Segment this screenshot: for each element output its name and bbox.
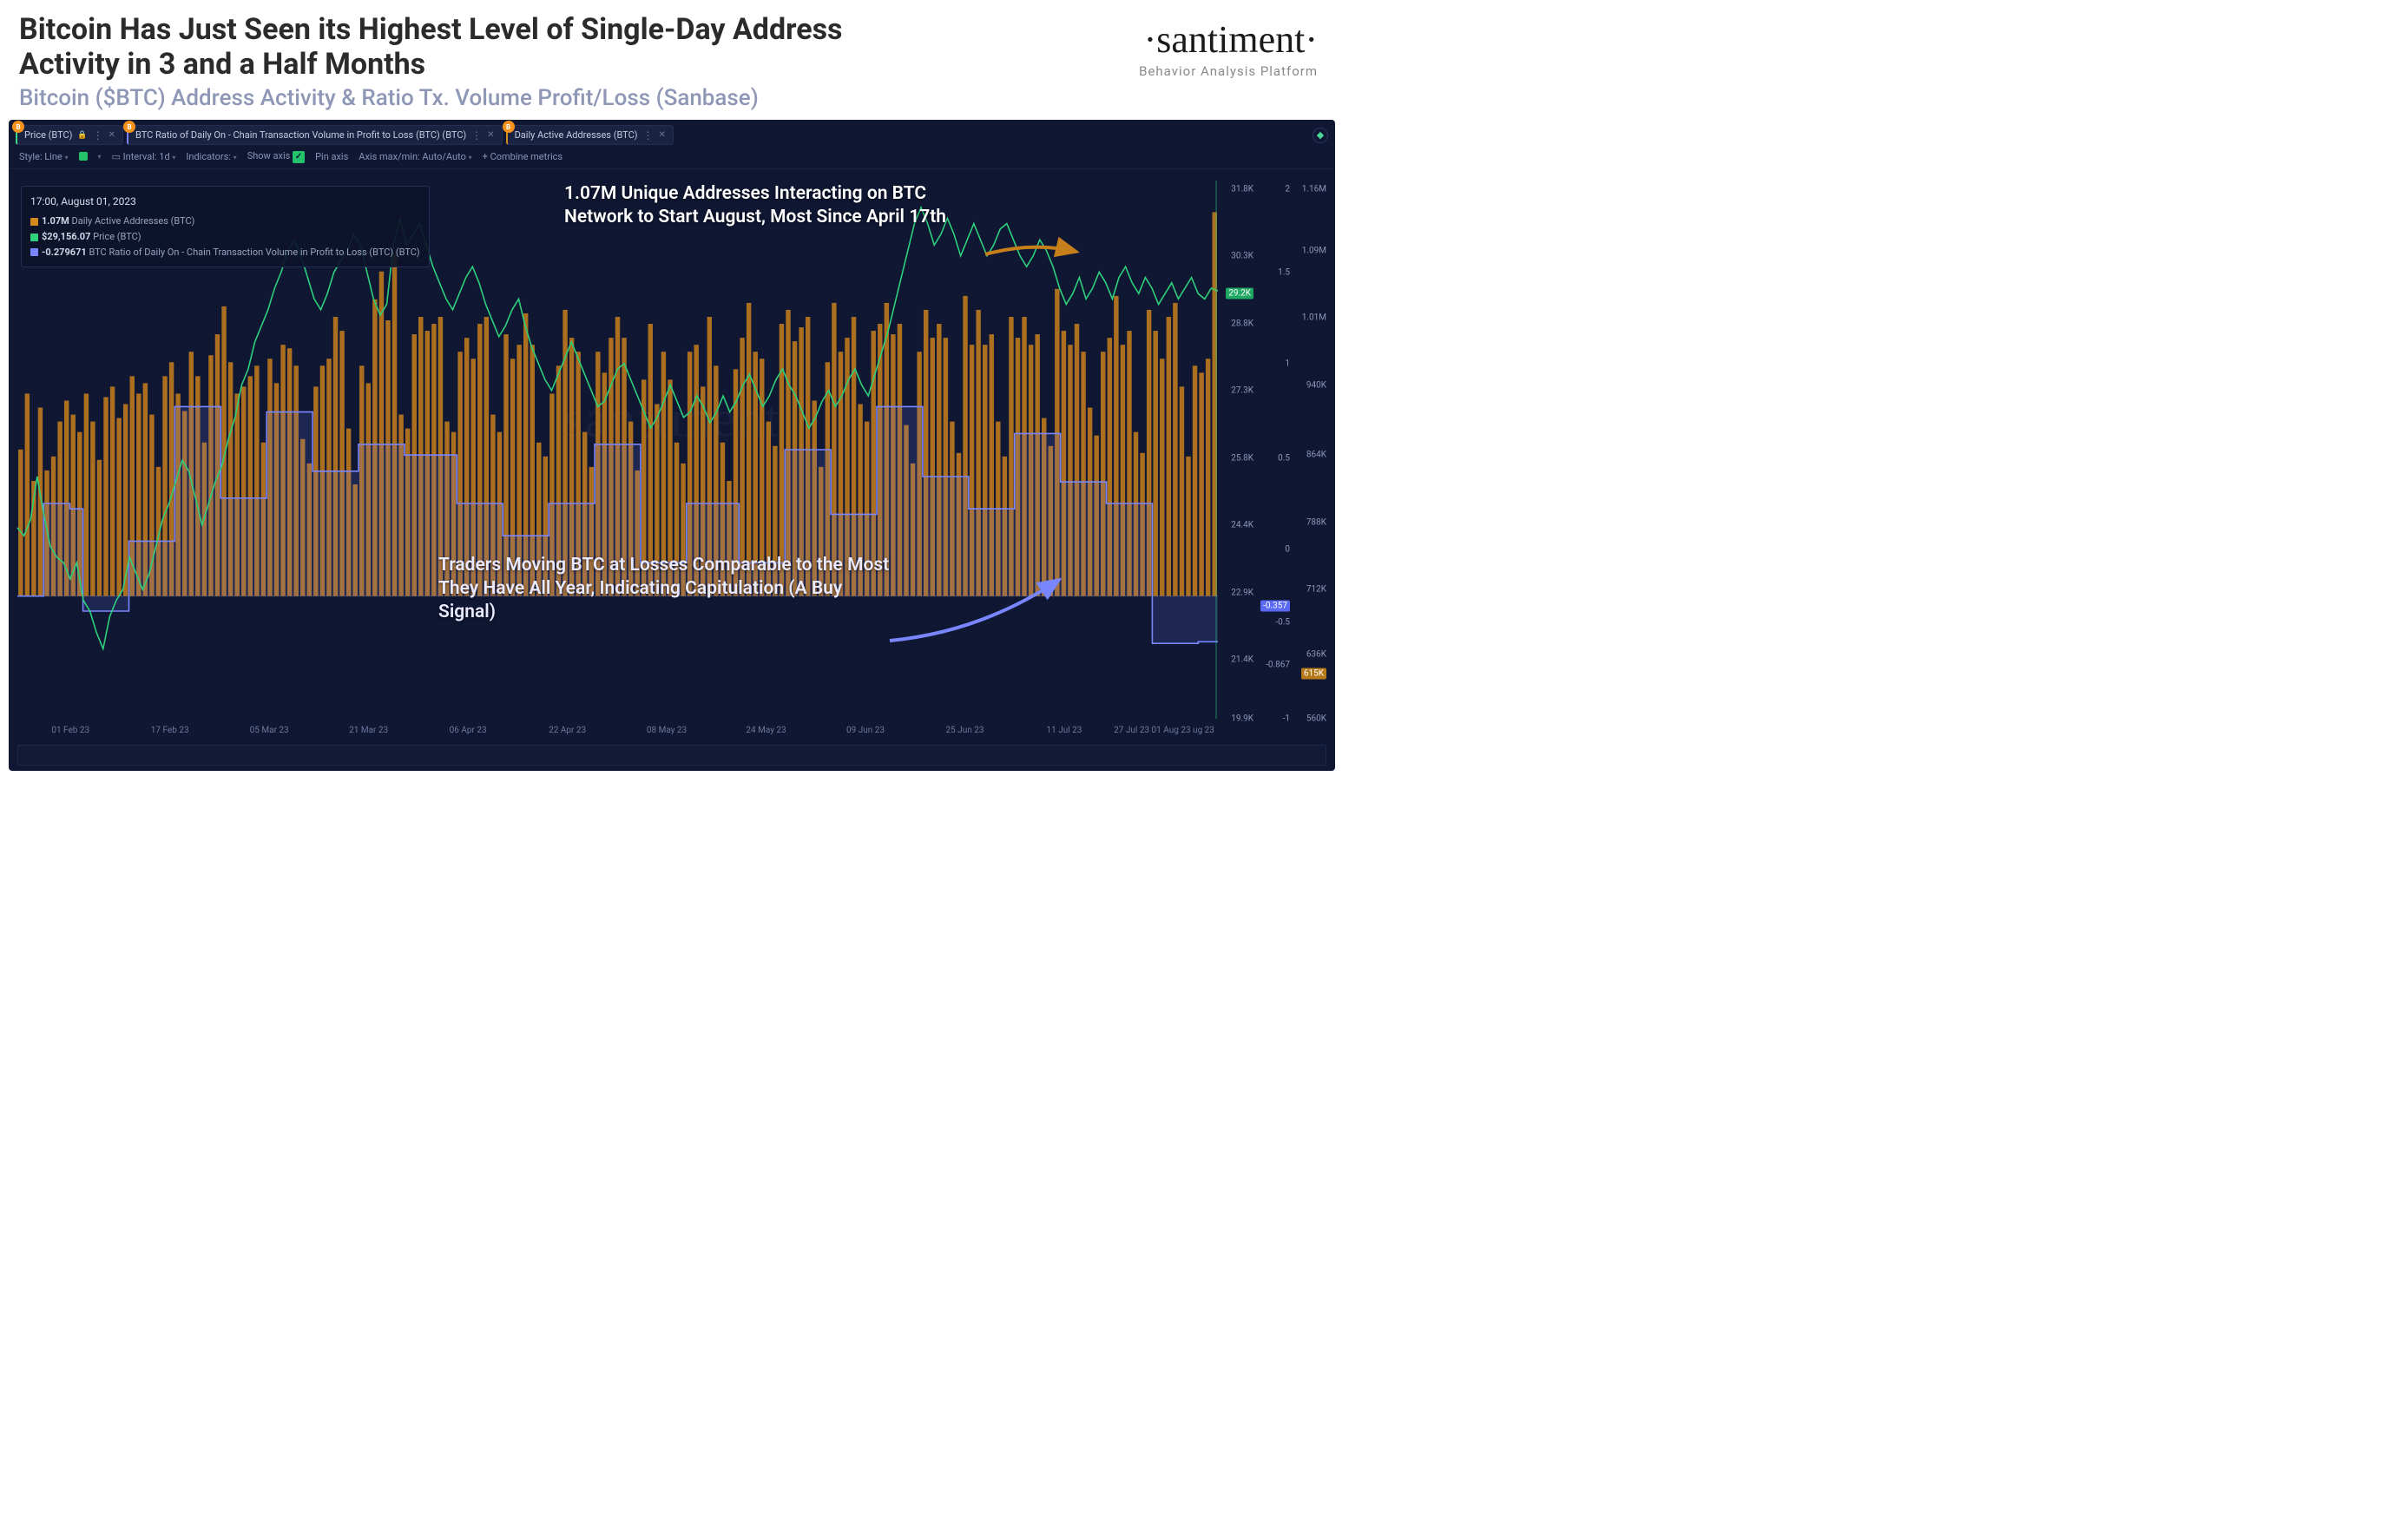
- more-icon[interactable]: ⋮: [471, 133, 482, 138]
- close-icon[interactable]: ✕: [109, 130, 115, 140]
- bitcoin-badge-icon: B: [123, 121, 135, 133]
- page-title: Bitcoin Has Just Seen its Highest Level …: [19, 12, 887, 82]
- close-icon[interactable]: ✕: [487, 130, 494, 140]
- swatch-icon: [30, 218, 38, 226]
- tooltip-timestamp: 17:00, August 01, 2023: [30, 194, 420, 210]
- tab-price-label: Price (BTC): [24, 129, 72, 141]
- annotation-bottom: Traders Moving BTC at Losses Comparable …: [438, 554, 890, 624]
- show-axis-toggle[interactable]: Show axis ✓: [247, 150, 305, 163]
- bitcoin-badge-icon: B: [12, 121, 24, 133]
- tab-price[interactable]: B Price (BTC) 🔒 ⋮ ✕: [16, 125, 123, 145]
- brand-tagline: Behavior Analysis Platform: [1139, 63, 1318, 79]
- interval-selector[interactable]: ▭ Interval: 1d ▾: [112, 151, 176, 162]
- swatch-icon: [30, 248, 38, 256]
- axis-minmax-selector[interactable]: Axis max/min: Auto/Auto ▾: [359, 151, 471, 162]
- chart-panel: B Price (BTC) 🔒 ⋮ ✕ B BTC Ratio of Daily…: [9, 120, 1335, 771]
- tab-ratio-label: BTC Ratio of Daily On - Chain Transactio…: [135, 129, 466, 141]
- more-icon[interactable]: ⋮: [93, 133, 103, 138]
- metric-tabs: B Price (BTC) 🔒 ⋮ ✕ B BTC Ratio of Daily…: [9, 120, 1335, 145]
- indicators-selector[interactable]: Indicators: ▾: [186, 151, 236, 162]
- brand-logo-text: ·santiment·: [1139, 17, 1318, 62]
- x-axis: 01 Feb 2317 Feb 2305 Mar 2321 Mar 2306 A…: [17, 726, 1218, 743]
- mini-timeline[interactable]: [17, 745, 1326, 766]
- hover-tooltip: 17:00, August 01, 2023 1.07M Daily Activ…: [21, 186, 430, 267]
- close-icon[interactable]: ✕: [658, 130, 665, 140]
- tab-ratio[interactable]: B BTC Ratio of Daily On - Chain Transact…: [127, 125, 503, 145]
- chart-controls: Style: Line ▾ ▾ ▭ Interval: 1d ▾ Indicat…: [9, 145, 1335, 169]
- more-icon[interactable]: ⋮: [642, 133, 653, 138]
- y-axes: 31.8K30.3K28.8K27.3K25.8K24.4K22.9K21.4K…: [1220, 181, 1330, 719]
- swatch-icon: [30, 234, 38, 241]
- arrow-icon: [885, 571, 1068, 649]
- style-selector[interactable]: Style: Line ▾: [19, 151, 69, 162]
- color-swatch[interactable]: [79, 152, 88, 161]
- arrow-icon: [981, 233, 1085, 276]
- tab-daa[interactable]: B Daily Active Addresses (BTC) ⋮ ✕: [506, 125, 674, 145]
- settings-dot-icon[interactable]: ◆: [1313, 128, 1328, 143]
- combine-metrics-button[interactable]: + Combine metrics: [483, 151, 563, 162]
- brand-logo: ·santiment· Behavior Analysis Platform: [1139, 12, 1318, 79]
- page-subtitle: Bitcoin ($BTC) Address Activity & Ratio …: [0, 85, 1344, 116]
- annotation-top: 1.07M Unique Addresses Interacting on BT…: [564, 182, 981, 229]
- bitcoin-badge-icon: B: [503, 121, 515, 133]
- tab-daa-label: Daily Active Addresses (BTC): [515, 129, 638, 141]
- pin-axis-toggle[interactable]: Pin axis: [315, 151, 348, 162]
- lock-icon: 🔒: [77, 131, 87, 140]
